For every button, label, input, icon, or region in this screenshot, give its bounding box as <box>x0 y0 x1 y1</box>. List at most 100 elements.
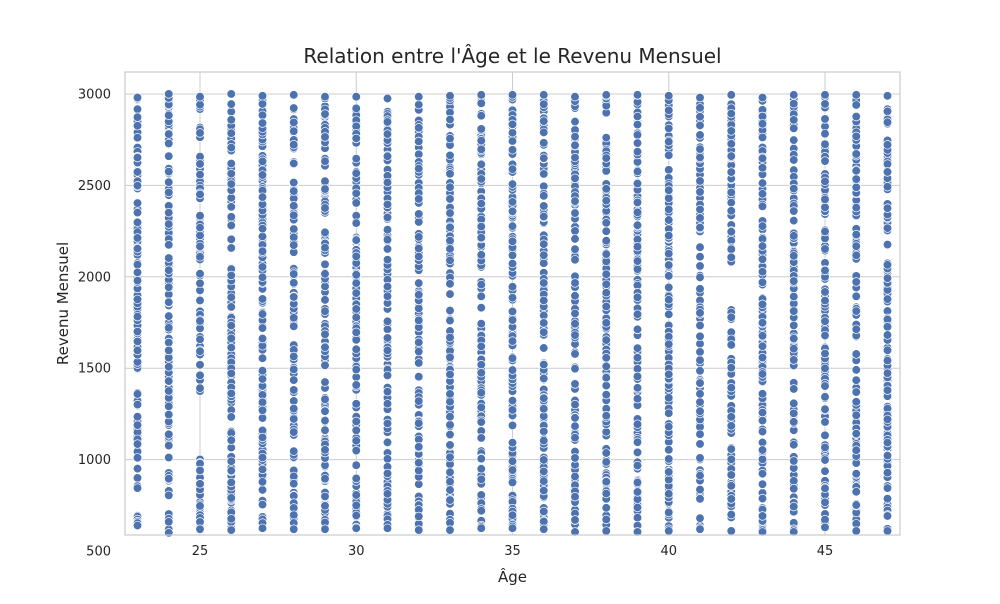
scatter-point <box>195 222 205 233</box>
scatter-point <box>664 454 674 464</box>
scatter-point <box>664 193 674 203</box>
scatter-point <box>164 265 174 275</box>
y-tick-label: 2000 <box>78 270 111 285</box>
scatter-point <box>164 337 174 348</box>
scatter-point <box>570 132 580 142</box>
scatter-point <box>351 327 361 337</box>
scatter-point <box>882 437 893 448</box>
scatter-point <box>382 437 393 448</box>
scatter-point <box>570 278 580 288</box>
scatter-point <box>570 399 580 410</box>
scatter-point <box>664 271 674 281</box>
scatter-point <box>507 197 518 207</box>
scatter-point <box>664 445 674 455</box>
scatter-point <box>882 203 893 213</box>
scatter-point <box>476 417 486 427</box>
scatter-point <box>414 358 424 368</box>
scatter-point <box>289 385 299 395</box>
scatter-point <box>570 421 580 431</box>
scatter-point <box>820 381 830 391</box>
scatter-point <box>257 99 268 109</box>
scatter-point <box>757 479 768 489</box>
scatter-point <box>664 137 674 147</box>
scatter-point <box>632 264 643 274</box>
scatter-point <box>632 487 643 497</box>
scatter-point <box>476 250 486 260</box>
scatter-point <box>726 187 736 198</box>
scatter-point <box>257 523 268 533</box>
scatter-point <box>164 208 174 218</box>
scatter-point <box>632 447 643 457</box>
scatter-point <box>851 397 861 407</box>
scatter-point <box>257 405 268 415</box>
scatter-point <box>539 116 549 126</box>
scatter-point <box>382 199 393 210</box>
scatter-point <box>132 483 143 493</box>
scatter-point <box>601 448 611 458</box>
scatter-point <box>257 374 268 384</box>
scatter-point <box>132 326 143 337</box>
scatter-point <box>226 412 236 422</box>
scatter-point <box>507 90 518 100</box>
scatter-point <box>695 261 705 271</box>
scatter-point <box>820 156 830 166</box>
scatter-point <box>320 474 330 484</box>
scatter-point <box>851 277 861 287</box>
scatter-point <box>695 187 705 197</box>
scatter-point <box>476 279 486 290</box>
scatter-point <box>132 133 143 143</box>
scatter-point <box>757 341 768 351</box>
scatter-point <box>757 511 768 521</box>
scatter-point <box>132 180 143 191</box>
scatter-point <box>320 259 330 269</box>
scatter-point <box>320 394 330 404</box>
scatter-point <box>445 289 455 299</box>
scatter-point <box>414 372 424 382</box>
scatter-point <box>414 251 424 262</box>
scatter-point <box>695 308 705 318</box>
scatter-point <box>601 335 611 345</box>
scatter-point <box>851 306 861 316</box>
scatter-point <box>351 523 361 533</box>
scatter-point <box>882 494 893 504</box>
scatter-point <box>445 235 455 246</box>
scatter-point <box>445 182 455 192</box>
scatter-point <box>226 142 236 153</box>
scatter-point <box>789 456 799 466</box>
scatter-point <box>539 524 549 534</box>
scatter-point <box>851 202 861 213</box>
y-tick-label: 2500 <box>78 179 111 194</box>
scatter-point <box>757 178 768 188</box>
scatter-point <box>132 104 143 114</box>
scatter-point <box>851 229 861 240</box>
scatter-point <box>882 182 893 192</box>
scatter-point <box>851 429 861 439</box>
scatter-point <box>507 456 518 466</box>
scatter-point <box>820 176 830 187</box>
scatter-point <box>539 153 549 163</box>
scatter-point <box>445 485 455 495</box>
scatter-point <box>539 295 549 306</box>
scatter-point <box>695 92 705 103</box>
scatter-point <box>257 262 268 272</box>
scatter-point <box>351 460 361 470</box>
scatter-point <box>132 520 143 531</box>
scatter-point <box>695 355 705 365</box>
scatter-point <box>882 468 893 478</box>
scatter-point <box>570 527 580 537</box>
scatter-point <box>601 353 611 363</box>
scatter-point <box>570 349 580 359</box>
scatter-point <box>664 249 674 259</box>
scatter-point <box>476 341 486 352</box>
scatter-point <box>695 242 705 252</box>
scatter-point <box>507 179 518 189</box>
scatter-point <box>132 412 143 422</box>
scatter-point <box>132 198 143 208</box>
scatter-point <box>382 244 393 254</box>
scatter-point <box>132 260 143 270</box>
scatter-point <box>664 369 674 379</box>
scatter-point <box>320 295 330 305</box>
scatter-point <box>351 92 361 102</box>
scatter-point <box>539 327 549 337</box>
